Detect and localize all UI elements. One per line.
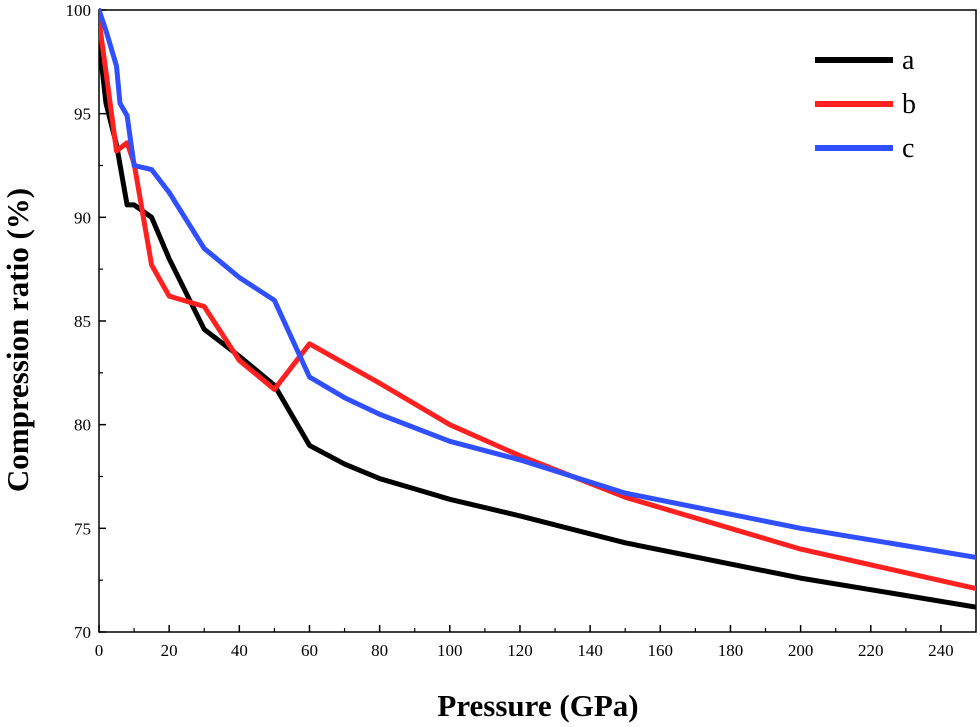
series-line-c: [99, 8, 976, 560]
x-tick-label: 100: [437, 641, 463, 660]
x-tick-label: 80: [371, 641, 388, 660]
x-axis-title: Pressure (GPa): [437, 688, 638, 723]
series-line-a: [99, 38, 976, 610]
x-tick-label: 20: [161, 641, 178, 660]
legend-label-c: c: [902, 133, 914, 164]
y-tick-label: 85: [74, 312, 91, 331]
y-axis-title: Compression ratio (%): [0, 188, 35, 492]
x-tick-label: 40: [231, 641, 248, 660]
y-tick-label: 95: [74, 105, 91, 124]
y-tick-label: 80: [74, 416, 91, 435]
x-tick-label: 240: [928, 641, 954, 660]
y-tick-label: 100: [66, 1, 92, 20]
y-tick-label: 75: [74, 519, 91, 538]
x-tick-label: 180: [718, 641, 744, 660]
x-tick-label: 60: [301, 641, 318, 660]
x-tick-label: 140: [577, 641, 603, 660]
x-axis-ticks: 0 20 40 60 80 100 120 140 160 180 200 220 240: [95, 625, 954, 660]
x-tick-label: 0: [95, 641, 104, 660]
legend: abc: [815, 45, 916, 164]
y-tick-label: 70: [74, 623, 91, 642]
x-tick-label: 160: [648, 641, 674, 660]
x-tick-label: 200: [788, 641, 814, 660]
x-tick-label: 220: [858, 641, 884, 660]
series-layer: [99, 8, 976, 610]
legend-label-a: a: [902, 45, 915, 76]
legend-label-b: b: [902, 89, 916, 120]
y-tick-label: 90: [74, 208, 91, 227]
y-axis-ticks: 70 75 80 85 90 95 100: [66, 1, 106, 642]
x-tick-label: 120: [507, 641, 533, 660]
